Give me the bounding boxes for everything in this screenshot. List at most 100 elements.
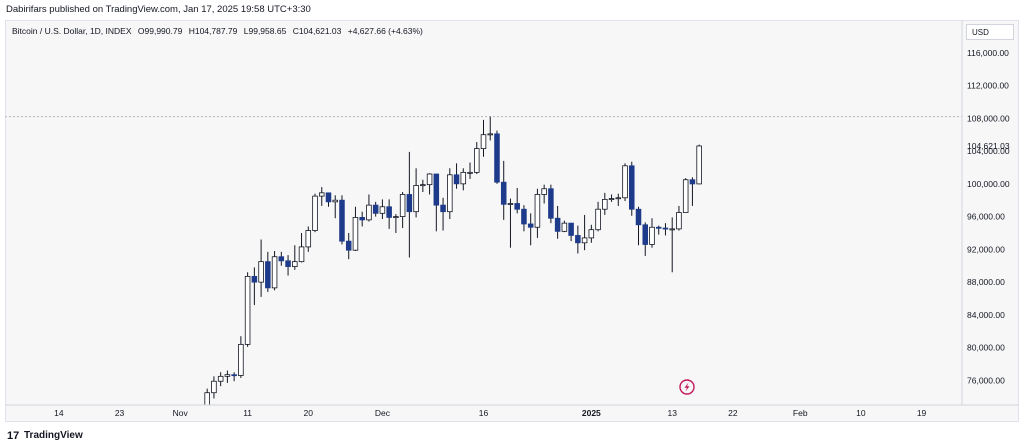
x-tick-label: 13 [667, 408, 677, 418]
candle [575, 225, 581, 254]
candle-body [662, 227, 669, 230]
tradingview-logo-text[interactable]: TradingView [24, 430, 83, 441]
candle-body [554, 217, 561, 232]
candle-body [359, 217, 365, 221]
candle-body [568, 222, 574, 236]
candle [514, 187, 520, 214]
candle-body [500, 181, 507, 205]
low-value: L99,958.65 [243, 26, 287, 36]
candle [507, 198, 514, 248]
candle [372, 201, 379, 217]
chart-frame[interactable] [5, 20, 1019, 422]
candle [642, 222, 649, 256]
candle-body [521, 208, 527, 225]
candle [312, 193, 318, 233]
candle [480, 119, 487, 157]
symbol-label[interactable]: Bitcoin / U.S. Dollar, 1D, INDEX [12, 26, 132, 36]
candle [561, 220, 568, 233]
candle-body [669, 228, 675, 231]
candle [420, 179, 426, 193]
candle-body [581, 237, 588, 244]
candle [204, 388, 210, 405]
candle [676, 205, 682, 231]
candle-body [487, 133, 493, 136]
candle [238, 336, 244, 378]
candle [474, 142, 480, 174]
candle [453, 163, 460, 189]
candle [494, 130, 500, 184]
candle [305, 226, 312, 252]
x-tick-label: Dec [375, 408, 391, 418]
candle [682, 178, 689, 213]
candle-body [386, 206, 392, 218]
candle-body [514, 203, 520, 210]
open-value: O99,990.79 [137, 26, 183, 36]
x-tick-label: 23 [115, 408, 125, 418]
candle [345, 232, 352, 260]
candle-body [312, 195, 318, 231]
candle-body [642, 224, 649, 245]
candle [251, 267, 258, 306]
candle-body [615, 197, 622, 200]
x-tick-label: 2025 [582, 408, 601, 418]
candle-body [608, 198, 615, 200]
time-axis[interactable]: 14 23 Nov 11 20 Dec 16 2025 13 22 Feb 10 19 [54, 408, 926, 418]
candle [669, 217, 675, 273]
candle [244, 272, 251, 347]
ohlc-legend: Bitcoin / U.S. Dollar, 1D, INDEX O99,990… [12, 25, 427, 37]
candle-body [345, 240, 352, 251]
candle [615, 193, 622, 206]
candle [662, 223, 669, 236]
candle [447, 168, 453, 220]
candle [467, 162, 473, 179]
candle [292, 245, 298, 270]
candle-body [588, 229, 595, 239]
candle-body [372, 204, 379, 214]
candle [595, 201, 601, 232]
candle-body [339, 199, 345, 242]
candle-body [467, 171, 473, 174]
candle-body [238, 343, 244, 376]
y-tick-label: 76,000.00 [967, 375, 1005, 385]
candle-body [399, 194, 406, 217]
y-tick-label: 108,000.00 [967, 113, 1010, 123]
candle-body [494, 133, 500, 183]
candle-body [676, 212, 682, 230]
currency-button[interactable]: USD [966, 24, 1014, 40]
candle-body [453, 174, 460, 185]
candle-body [595, 208, 601, 231]
price-axis[interactable]: 76,000.00 80,000.00 84,000.00 88,000.00 92,0… [967, 48, 1010, 386]
candle [413, 168, 419, 218]
candle-body [379, 206, 386, 214]
candle [318, 187, 325, 206]
candle [393, 214, 399, 233]
candle [386, 199, 392, 229]
candle [211, 376, 217, 399]
candle [399, 192, 406, 229]
candle [460, 168, 467, 191]
candle-body [292, 261, 298, 267]
candle [622, 163, 628, 202]
candle-body [305, 230, 312, 248]
lightning-icon[interactable] [679, 379, 695, 395]
candle [224, 370, 231, 383]
publisher-line: Dabirifars published on TradingView.com,… [6, 4, 311, 15]
y-tick-label: 112,000.00 [967, 81, 1009, 91]
candle-body [655, 226, 662, 229]
candle-body [629, 165, 635, 210]
candle [500, 160, 507, 220]
candle-body [447, 174, 453, 213]
candlestick-chart[interactable]: 76,000.00 80,000.00 84,000.00 88,000.00 92,0… [5, 20, 1019, 422]
candle-body [602, 198, 608, 210]
candle [426, 173, 433, 195]
candle [629, 161, 635, 216]
y-tick-label: 96,000.00 [967, 212, 1005, 222]
candle-body [696, 145, 702, 185]
candle [635, 206, 642, 246]
candle-body [278, 256, 285, 262]
candle-body [426, 173, 433, 186]
candle-body [204, 392, 210, 405]
tradingview-logo-icon[interactable]: 17 [7, 430, 20, 442]
x-tick-label: 19 [917, 408, 927, 418]
